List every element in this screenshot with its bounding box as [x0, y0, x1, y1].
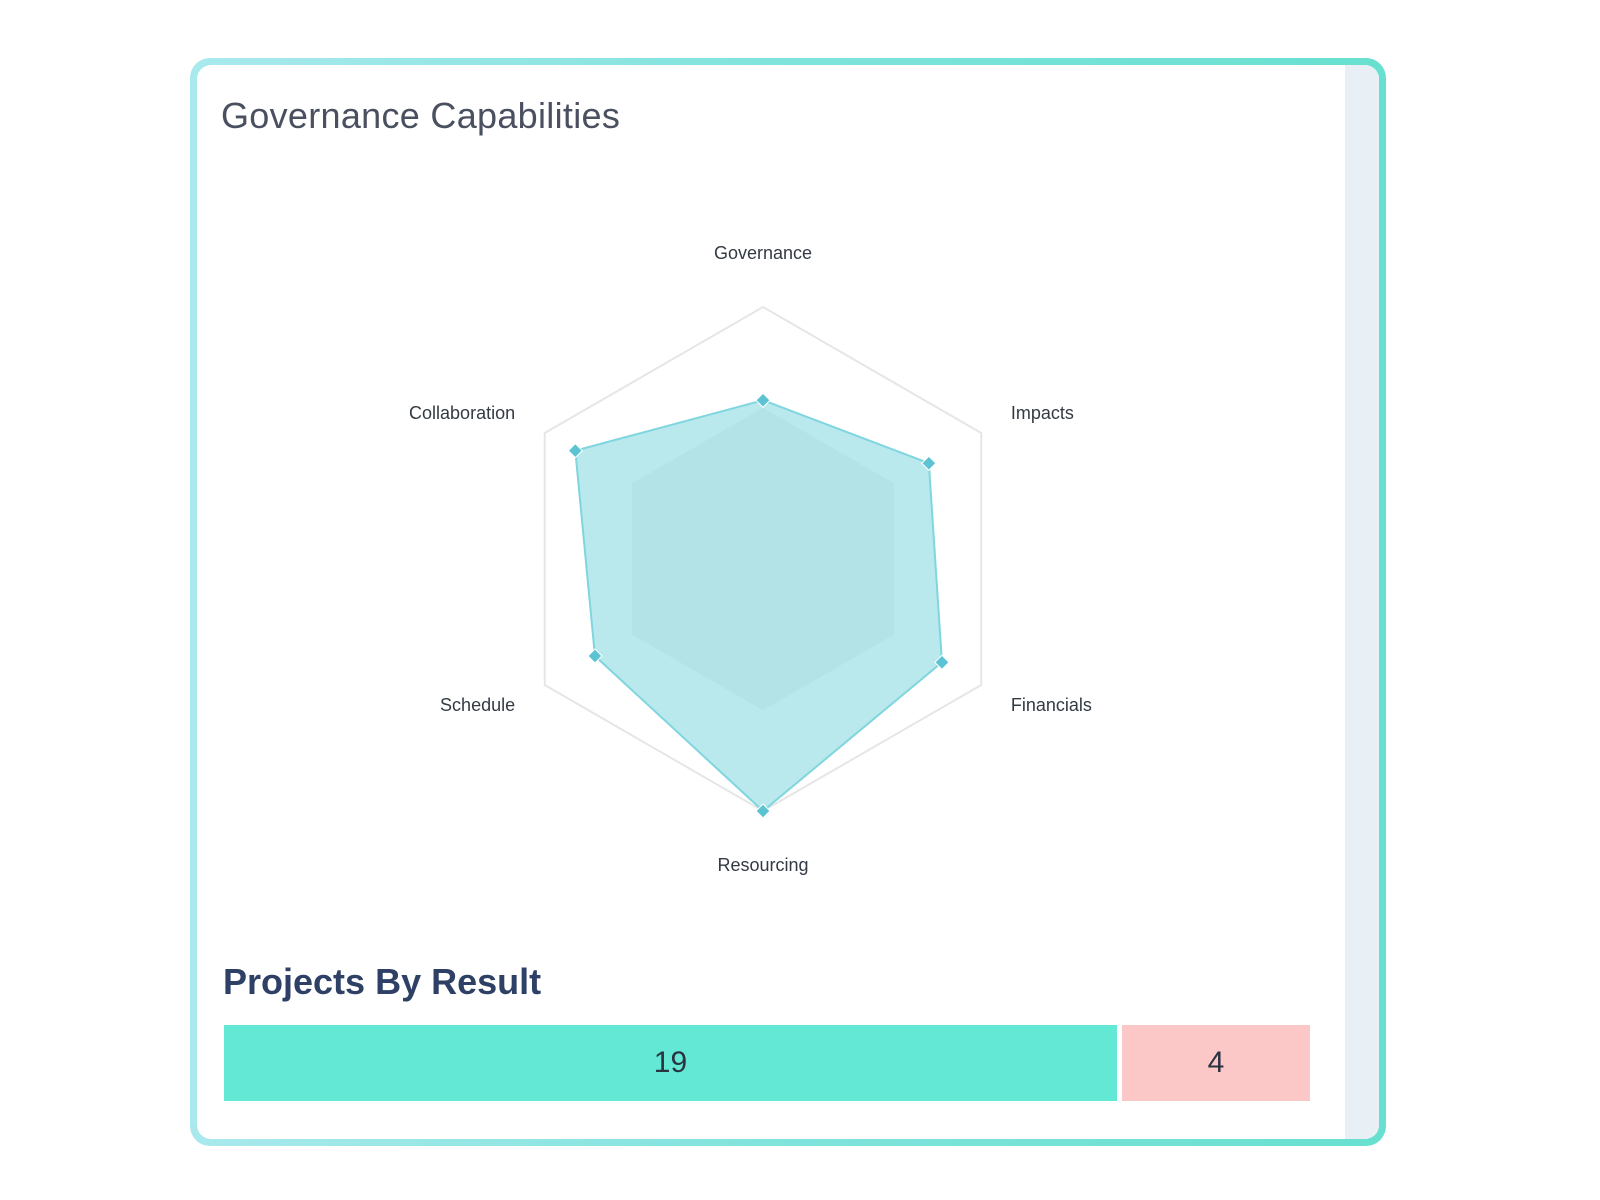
radar-point-schedule	[587, 648, 603, 664]
radar-axis-label-financials: Financials	[1011, 695, 1092, 715]
scrollbar-track[interactable]	[1345, 65, 1379, 1139]
radar-point-impacts	[921, 455, 937, 471]
radar-inner-shade	[632, 407, 894, 711]
governance-capabilities-title: Governance Capabilities	[221, 95, 621, 136]
result-bar-segment-negative[interactable]: 4	[1121, 1025, 1310, 1101]
dashboard-card: Governance Capabilities Governance Impact…	[197, 65, 1379, 1139]
radar-axis-label-resourcing: Resourcing	[717, 855, 808, 875]
result-bar-value-label: 19	[653, 1046, 688, 1079]
radar-point-collaboration	[567, 442, 584, 459]
radar-axis-label-governance: Governance	[714, 243, 812, 263]
projects-by-result-bar: 19 4	[224, 1025, 1310, 1101]
dashboard-card-frame: Governance Capabilities Governance Impact…	[190, 58, 1386, 1146]
radar-axis-label-schedule: Schedule	[440, 695, 515, 715]
radar-point-governance	[755, 392, 771, 408]
projects-by-result-title: Projects By Result	[223, 961, 542, 1002]
radar-point-financials	[934, 654, 950, 671]
governance-radar-chart: Governance Impacts Financials Resourcing Sch…	[409, 243, 1092, 875]
result-bar-value-label: 4	[1207, 1046, 1225, 1079]
radar-axis-label-impacts: Impacts	[1011, 403, 1074, 423]
radar-point-resourcing	[755, 803, 771, 819]
result-bar-segment-positive[interactable]: 19	[224, 1025, 1117, 1101]
radar-axis-label-collaboration: Collaboration	[409, 403, 515, 423]
